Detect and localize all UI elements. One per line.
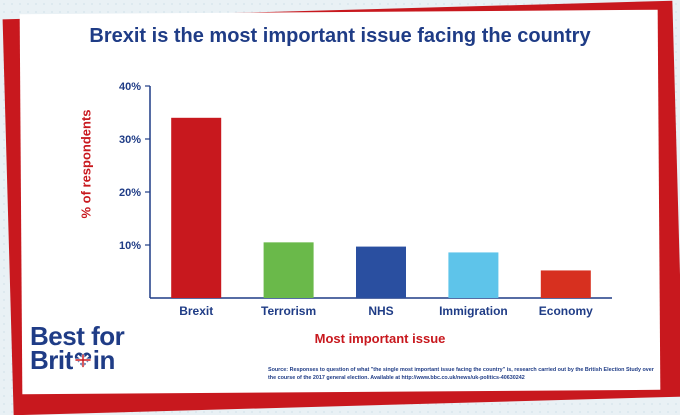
y-axis-label: % of respondents bbox=[78, 109, 94, 219]
bar-economy bbox=[540, 270, 591, 298]
y-tick-label: 40% bbox=[119, 81, 141, 93]
logo-line-1: Best for bbox=[30, 321, 125, 351]
category-label: Immigration bbox=[439, 304, 508, 318]
category-label: Terrorism bbox=[261, 304, 316, 318]
bar-immigration bbox=[448, 252, 499, 298]
category-label: NHS bbox=[368, 304, 393, 318]
category-label: Economy bbox=[539, 304, 593, 318]
logo-line-2: Brit in bbox=[30, 345, 124, 375]
bar-nhs bbox=[356, 246, 406, 298]
source-note: Source: Responses to question of what "t… bbox=[268, 367, 654, 381]
bar-terrorism bbox=[263, 242, 314, 298]
best-for-britain-logo: Best for Brit in bbox=[30, 321, 125, 375]
chart-title: Brexit is the most important issue facin… bbox=[89, 25, 591, 47]
x-axis-label: Most important issue bbox=[314, 331, 446, 346]
logo-text-a: Brit bbox=[30, 345, 73, 375]
category-label: Brexit bbox=[179, 304, 213, 318]
y-tick-label: 10% bbox=[119, 240, 141, 252]
union-jack-heart-icon bbox=[74, 352, 91, 368]
y-tick-label: 20% bbox=[119, 187, 141, 199]
bar-brexit bbox=[171, 117, 222, 298]
logo-text-b: in bbox=[92, 345, 116, 375]
y-tick-label: 30% bbox=[119, 134, 141, 146]
